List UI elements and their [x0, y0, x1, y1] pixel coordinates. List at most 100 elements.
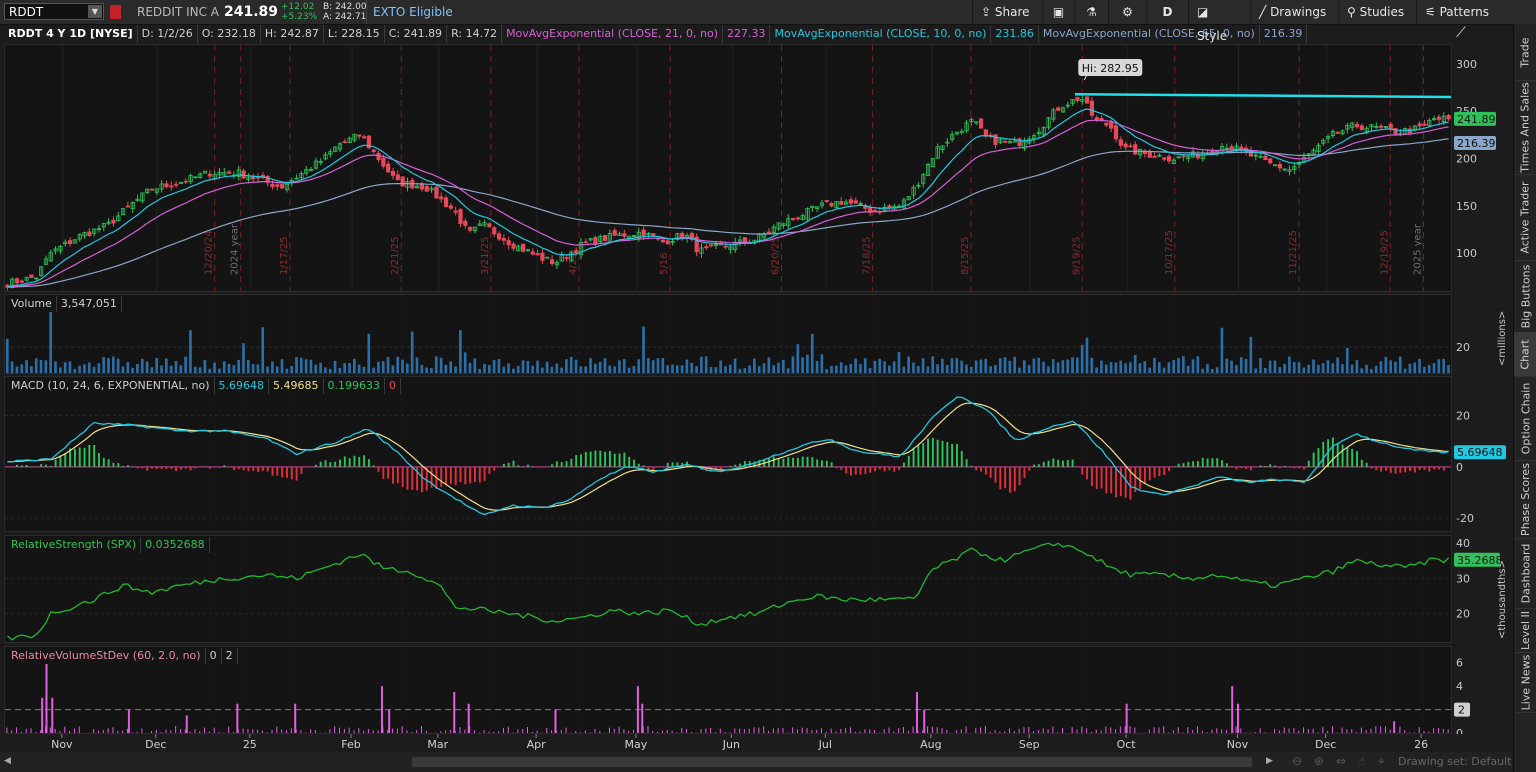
rv-bar — [1124, 726, 1126, 733]
macd-hist-bar — [252, 466, 255, 471]
candle-body — [111, 219, 116, 224]
sidebar-tab-phase-scores[interactable]: Phase Scores — [1514, 460, 1536, 539]
scroll-right-icon[interactable]: ▶ — [1266, 756, 1273, 766]
candle-body — [381, 157, 386, 167]
macd-panel[interactable]: MACD (10, 24, 6, EXPONENTIAL, no) 5.69648… — [4, 376, 1452, 532]
rv-label[interactable]: RelativeVolumeStDev (60, 2.0, no) — [7, 648, 206, 664]
last-price: 241.89 — [224, 4, 279, 20]
volume-bar — [873, 360, 877, 373]
studies-button[interactable]: ⚲ Studies — [1338, 0, 1416, 24]
candle-body — [742, 237, 747, 243]
candle-body — [154, 188, 159, 193]
candle-body — [1128, 145, 1133, 148]
pan-icon[interactable]: ⇔ — [1336, 754, 1347, 768]
rv-spike — [1125, 703, 1128, 733]
sidebar-tab-times-and-sales[interactable]: Times And Sales — [1514, 80, 1536, 175]
sidebar-tab-option-chain[interactable]: Option Chain — [1514, 376, 1536, 461]
volume-bar — [931, 356, 935, 373]
rv-bar — [719, 728, 721, 733]
candle-body — [959, 130, 964, 133]
candle-body — [680, 232, 685, 239]
sidebar-tab-big-buttons[interactable]: Big Buttons — [1514, 260, 1536, 333]
price-chart[interactable]: 12/20/24 2024 year 1/17/25 2/21/25 3/21/25 4/… — [5, 45, 1451, 291]
chart-title[interactable]: RDDT 4 Y 1D [NYSE] — [4, 25, 138, 43]
rv-bar — [902, 727, 904, 733]
rv-bar — [1110, 727, 1112, 733]
candle-body — [872, 209, 878, 212]
volume-bar — [1239, 357, 1243, 373]
volume-bar — [565, 359, 568, 373]
scroll-left-icon[interactable]: ◀ — [4, 756, 11, 766]
style-button[interactable]: ◪ Style — [1188, 0, 1250, 43]
sidebar-tab-dashboard[interactable]: Dashboard — [1514, 538, 1536, 609]
rv-bar — [536, 730, 538, 733]
macd-hist-bar — [339, 459, 341, 467]
macd-hist-bar — [811, 457, 814, 467]
ema21-label[interactable]: MovAvgExponential (CLOSE, 21, 0, no) — [502, 25, 723, 43]
sidebar-tab-live-news[interactable]: Live News — [1514, 652, 1536, 713]
candle-body — [776, 222, 781, 230]
sidebar-tab-active-trader[interactable]: Active Trader — [1514, 174, 1536, 261]
volume-bar — [671, 364, 674, 373]
volume-label[interactable]: Volume — [7, 296, 57, 312]
info-close: C: 241.89 — [385, 25, 448, 43]
macd-hist-bar — [772, 456, 775, 467]
rv-bar — [782, 727, 784, 733]
zoom-out-icon[interactable]: ⊖ — [1292, 754, 1303, 768]
chevron-down-icon[interactable]: ▼ — [88, 5, 102, 18]
macd-hist-bar — [613, 453, 616, 467]
macd-hist-bar — [1090, 466, 1093, 486]
candle-body — [101, 222, 106, 228]
volume-bar — [386, 357, 390, 373]
volume-bar — [1133, 355, 1137, 373]
top-toolbar: RDDT ▼ REDDIT INC A 241.89 +12.02 +5.23%… — [0, 0, 1536, 43]
patterns-button[interactable]: ⚟ Patterns — [1416, 0, 1512, 24]
volume-bar — [791, 356, 795, 373]
candle-body — [945, 141, 950, 144]
sidebar-tab-trade[interactable]: Trade — [1514, 24, 1536, 81]
volume-units-label: <millions> — [1497, 311, 1508, 366]
rs-label[interactable]: RelativeStrength (SPX) — [7, 537, 142, 553]
zoom-in-icon[interactable]: ⊕ — [1314, 754, 1325, 768]
bookmark-icon[interactable] — [110, 5, 121, 19]
trend-tool-icon[interactable]: ⟋ — [1456, 25, 1466, 41]
flask-icon: ⚲ — [1347, 5, 1356, 19]
drawing-set-label[interactable]: Drawing set: Default — [1398, 755, 1512, 768]
rv-spike — [45, 651, 48, 733]
screenshot-button[interactable]: ▣ — [1042, 0, 1074, 24]
lab-button[interactable]: ⚗ — [1074, 0, 1108, 24]
drawings-button[interactable]: ╱ Drawings — [1250, 0, 1338, 24]
rv-bar — [367, 728, 369, 733]
price-panel[interactable]: 12/20/24 2024 year 1/17/25 2/21/25 3/21/25 4/… — [4, 44, 1452, 292]
settings-button[interactable]: ⚙ — [1108, 0, 1146, 24]
candle-body — [1109, 122, 1114, 129]
candle-body — [1417, 123, 1422, 127]
rv-bar — [589, 732, 591, 733]
drag-icon[interactable]: ☝ — [1358, 754, 1366, 768]
cursor-icon[interactable]: ⌖ — [1378, 754, 1385, 768]
ema65-label[interactable]: MovAvgExponential (CLOSE, 65, 0, no) — [1039, 25, 1260, 43]
sidebar-tab-label: Big Buttons — [1519, 264, 1533, 328]
rv-bar — [825, 731, 827, 733]
candle-body — [1171, 159, 1176, 164]
volume-bar — [579, 366, 583, 373]
rv-bar — [840, 728, 842, 733]
ema10-label[interactable]: MovAvgExponential (CLOSE, 10, 0, no) — [770, 25, 992, 43]
sidebar-tab-chart[interactable]: Chart — [1514, 332, 1536, 377]
macd-hist-bar — [743, 461, 746, 467]
candle-body — [1388, 123, 1393, 129]
volume-panel[interactable]: Volume 3,547,051 — [4, 294, 1452, 374]
relative-volume-panel[interactable]: RelativeVolumeStDev (60, 2.0, no) 0 2 — [4, 646, 1452, 734]
scroll-thumb[interactable] — [412, 757, 1252, 767]
macd-label[interactable]: MACD (10, 24, 6, EXPONENTIAL, no) — [7, 378, 215, 394]
volume-bar — [285, 368, 289, 373]
macd-hist-bar — [1274, 465, 1277, 467]
symbol-input[interactable]: RDDT ▼ — [4, 3, 104, 20]
relative-strength-panel[interactable]: RelativeStrength (SPX) 0.0352688 — [4, 535, 1452, 643]
candle-body — [844, 201, 849, 205]
share-button[interactable]: ⇪ Share — [972, 0, 1042, 24]
chart-scrollbar[interactable]: ◀ ▶ ⊖ ⊕ ⇔ ☝ ⌖ Drawing set: Default — [0, 752, 1512, 772]
sidebar-tab-level-ii[interactable]: Level II — [1514, 608, 1536, 653]
macd-hist-bar — [830, 462, 833, 467]
period-button[interactable]: D — [1146, 0, 1188, 24]
